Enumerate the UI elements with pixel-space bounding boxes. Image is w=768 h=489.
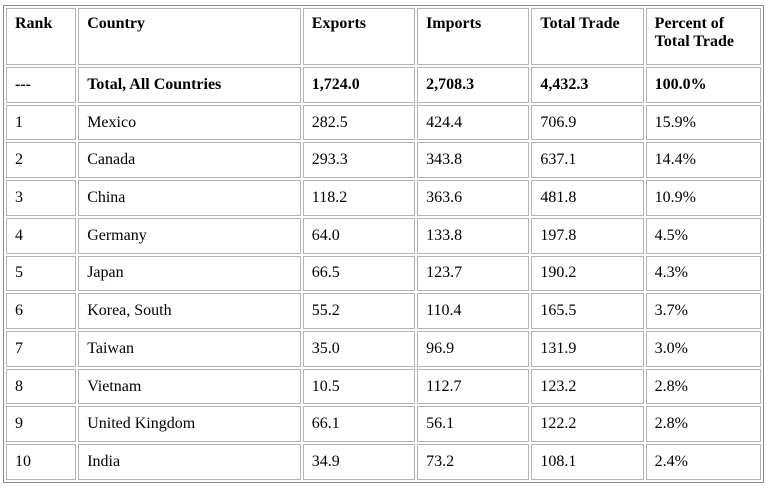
table-row: 2 Canada 293.3 343.8 637.1 14.4% [6, 142, 761, 179]
header-row: Rank Country Exports Imports Total Trade… [6, 8, 761, 65]
cell-imports: 343.8 [417, 142, 530, 179]
cell-exports: 282.5 [302, 104, 416, 141]
cell-imports: 96.9 [417, 331, 530, 367]
header-country: Country [78, 8, 301, 65]
cell-imports: 363.6 [417, 180, 530, 216]
cell-percent: 14.4% [645, 142, 761, 179]
cell-rank: 4 [6, 217, 77, 254]
cell-imports: 73.2 [417, 444, 530, 480]
cell-country: Canada [78, 142, 301, 179]
table-row: 3 China 118.2 363.6 481.8 10.9% [6, 180, 761, 216]
trade-table: Rank Country Exports Imports Total Trade… [3, 5, 764, 483]
cell-imports: 110.4 [417, 293, 530, 330]
cell-percent: 15.9% [645, 104, 761, 141]
header-exports: Exports [302, 8, 416, 65]
table-row: 8 Vietnam 10.5 112.7 123.2 2.8% [6, 368, 761, 405]
cell-imports: 133.8 [417, 217, 530, 254]
cell-percent: 10.9% [645, 180, 761, 216]
cell-percent: 4.3% [645, 255, 761, 292]
cell-percent: 4.5% [645, 217, 761, 254]
cell-rank: 2 [6, 142, 77, 179]
cell-rank: 9 [6, 406, 77, 443]
cell-exports: 118.2 [302, 180, 416, 216]
cell-exports: 34.9 [302, 444, 416, 480]
table-row: 6 Korea, South 55.2 110.4 165.5 3.7% [6, 293, 761, 330]
cell-total-trade: 197.8 [531, 217, 644, 254]
cell-percent: 2.8% [645, 406, 761, 443]
total-percent: 100.0% [645, 67, 761, 103]
cell-exports: 64.0 [302, 217, 416, 254]
cell-total-trade: 637.1 [531, 142, 644, 179]
cell-exports: 35.0 [302, 331, 416, 367]
table-row: 4 Germany 64.0 133.8 197.8 4.5% [6, 217, 761, 254]
cell-rank: 8 [6, 368, 77, 405]
cell-exports: 55.2 [302, 293, 416, 330]
table-row: 5 Japan 66.5 123.7 190.2 4.3% [6, 255, 761, 292]
cell-percent: 3.7% [645, 293, 761, 330]
cell-exports: 293.3 [302, 142, 416, 179]
cell-imports: 112.7 [417, 368, 530, 405]
cell-rank: 6 [6, 293, 77, 330]
cell-country: Mexico [78, 104, 301, 141]
cell-percent: 3.0% [645, 331, 761, 367]
total-country: Total, All Countries [78, 67, 301, 103]
cell-total-trade: 108.1 [531, 444, 644, 480]
total-row: --- Total, All Countries 1,724.0 2,708.3… [6, 67, 761, 103]
cell-total-trade: 165.5 [531, 293, 644, 330]
total-rank: --- [6, 67, 77, 103]
cell-country: Taiwan [78, 331, 301, 367]
cell-total-trade: 481.8 [531, 180, 644, 216]
cell-country: Germany [78, 217, 301, 254]
header-percent-of-total: Percent of Total Trade [645, 8, 761, 65]
cell-country: China [78, 180, 301, 216]
cell-total-trade: 122.2 [531, 406, 644, 443]
cell-country: United Kingdom [78, 406, 301, 443]
header-imports: Imports [417, 8, 530, 65]
cell-imports: 424.4 [417, 104, 530, 141]
cell-country: Japan [78, 255, 301, 292]
header-total-trade: Total Trade [531, 8, 644, 65]
cell-total-trade: 706.9 [531, 104, 644, 141]
cell-rank: 10 [6, 444, 77, 480]
total-exports: 1,724.0 [302, 67, 416, 103]
table-row: 9 United Kingdom 66.1 56.1 122.2 2.8% [6, 406, 761, 443]
table-row: 10 India 34.9 73.2 108.1 2.4% [6, 444, 761, 480]
table-row: 7 Taiwan 35.0 96.9 131.9 3.0% [6, 331, 761, 367]
cell-total-trade: 190.2 [531, 255, 644, 292]
cell-total-trade: 131.9 [531, 331, 644, 367]
cell-rank: 5 [6, 255, 77, 292]
cell-rank: 7 [6, 331, 77, 367]
total-trade: 4,432.3 [531, 67, 644, 103]
cell-imports: 123.7 [417, 255, 530, 292]
cell-percent: 2.4% [645, 444, 761, 480]
header-rank: Rank [6, 8, 77, 65]
cell-country: Vietnam [78, 368, 301, 405]
table-row: 1 Mexico 282.5 424.4 706.9 15.9% [6, 104, 761, 141]
cell-exports: 66.5 [302, 255, 416, 292]
cell-rank: 1 [6, 104, 77, 141]
cell-total-trade: 123.2 [531, 368, 644, 405]
cell-rank: 3 [6, 180, 77, 216]
cell-country: Korea, South [78, 293, 301, 330]
cell-country: India [78, 444, 301, 480]
cell-imports: 56.1 [417, 406, 530, 443]
total-imports: 2,708.3 [417, 67, 530, 103]
trade-table-container: Rank Country Exports Imports Total Trade… [3, 5, 764, 483]
cell-exports: 66.1 [302, 406, 416, 443]
cell-exports: 10.5 [302, 368, 416, 405]
cell-percent: 2.8% [645, 368, 761, 405]
